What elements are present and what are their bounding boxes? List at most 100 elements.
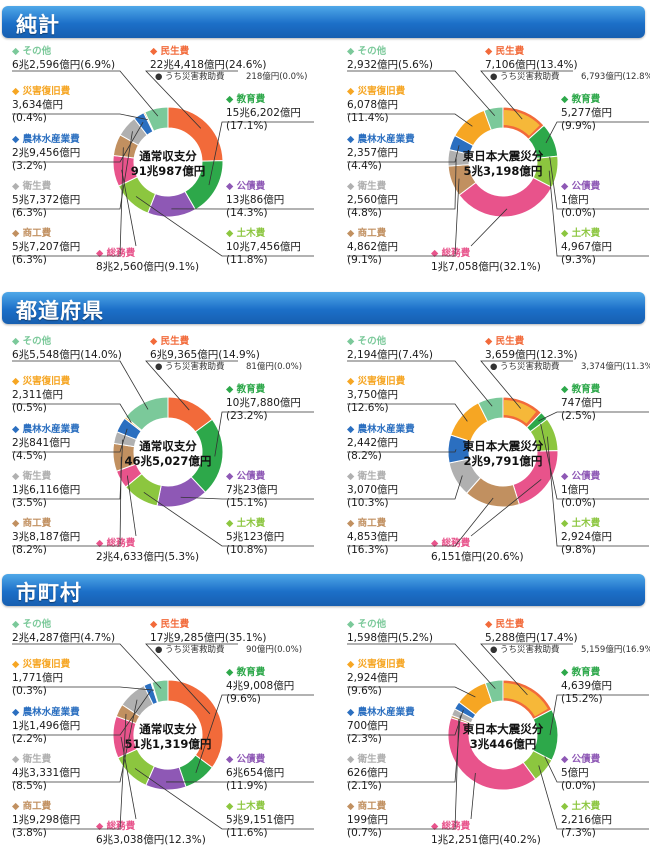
legend-sanitation: ◆ 衛生費 xyxy=(12,180,52,192)
legend-agriculture: ◆ 農林水産業費 xyxy=(12,706,80,718)
value-welfare: 5,288億円(17.4%) xyxy=(485,631,578,644)
leader-line-public-debt xyxy=(180,496,314,500)
legend-commerce: ◆ 商工費 xyxy=(12,800,52,812)
value-commerce: 1兆9,298億円 xyxy=(12,813,80,826)
value-disaster-relief: 218億円(0.0%) xyxy=(246,71,307,82)
percent-agriculture: (4.5%) xyxy=(12,450,47,462)
value-public-debt: 1億円 xyxy=(561,483,589,496)
value-civil-engineering: 5兆9,151億円 xyxy=(226,813,294,826)
legend-public-debt: ◆ 公債費 xyxy=(226,180,266,192)
segment-disaster-relief xyxy=(503,110,540,136)
value-agriculture: 2,442億円 xyxy=(347,436,398,449)
center-total: 3兆446億円 xyxy=(470,737,537,751)
leader-line-education xyxy=(545,121,649,144)
value-education: 4兆9,008億円 xyxy=(226,679,294,692)
legend-disaster-relief: うち災害救助費 xyxy=(165,644,225,655)
leader-line-public-debt xyxy=(540,423,649,500)
percent-commerce: (9.1%) xyxy=(347,254,382,266)
segment-other xyxy=(477,396,504,423)
percent-civil-engineering: (9.3%) xyxy=(561,254,596,266)
legend-civil-engineering: ◆ 土木費 xyxy=(561,800,601,812)
percent-disaster-recovery: (0.3%) xyxy=(12,685,47,697)
percent-civil-engineering: (11.6%) xyxy=(226,827,268,839)
leader-line-agriculture xyxy=(347,449,457,453)
value-sanitation: 3,070億円 xyxy=(347,483,398,496)
leader-line-civil-engineering xyxy=(538,765,649,830)
percent-agriculture: (4.4%) xyxy=(347,160,382,172)
leader-line-public-debt xyxy=(544,756,649,783)
legend-disaster-recovery: ◆ 災害復旧費 xyxy=(12,375,71,387)
percent-disaster-recovery: (12.6%) xyxy=(347,402,389,414)
segment-disaster-relief xyxy=(503,683,548,717)
value-commerce: 4,862億円 xyxy=(347,240,398,253)
legend-commerce: ◆ 商工費 xyxy=(347,517,387,529)
value-disaster-recovery: 6,078億円 xyxy=(347,98,398,111)
percent-agriculture: (2.2%) xyxy=(12,733,47,745)
percent-commerce: (0.7%) xyxy=(347,827,382,839)
legend-disaster-recovery: ◆ 災害復旧費 xyxy=(12,658,71,670)
center-total: 5兆3,198億円 xyxy=(464,164,543,178)
legend-commerce: ◆ 商工費 xyxy=(347,800,387,812)
percent-commerce: (8.2%) xyxy=(12,544,47,556)
leader-line-other xyxy=(347,70,496,116)
legend-disaster-relief-dot: ● xyxy=(155,362,162,372)
value-general-affairs: 1兆7,058億円(32.1%) xyxy=(431,260,541,273)
value-other: 2,194億円(7.4%) xyxy=(347,348,433,361)
legend-education: ◆ 教育費 xyxy=(561,93,601,105)
legend-sanitation: ◆ 衛生費 xyxy=(12,753,52,765)
legend-sanitation: ◆ 衛生費 xyxy=(12,470,52,482)
percent-agriculture: (2.3%) xyxy=(347,733,382,745)
percent-commerce: (3.8%) xyxy=(12,827,47,839)
value-sanitation: 5兆7,372億円 xyxy=(12,193,80,206)
percent-civil-engineering: (9.8%) xyxy=(561,544,596,556)
legend-welfare: ◆ 民生費 xyxy=(485,618,525,630)
percent-education: (2.5%) xyxy=(561,410,596,422)
legend-civil-engineering: ◆ 土木費 xyxy=(226,800,266,812)
section-header-municipalities: 市町村 xyxy=(2,574,645,606)
leader-line-sanitation xyxy=(12,439,124,500)
legend-general-affairs: ◆ 総務費 xyxy=(431,820,471,832)
legend-other: ◆ その他 xyxy=(347,335,387,347)
value-education: 4,639億円 xyxy=(561,679,612,692)
leader-line-disaster-recovery xyxy=(347,113,473,127)
legend-disaster-recovery: ◆ 災害復旧費 xyxy=(12,85,71,97)
percent-education: (15.2%) xyxy=(561,693,603,705)
value-welfare: 7,106億円(13.4%) xyxy=(485,58,578,71)
leader-line-sanitation xyxy=(347,475,463,500)
legend-agriculture: ◆ 農林水産業費 xyxy=(12,133,80,145)
leader-line-disaster-recovery xyxy=(12,403,132,423)
legend-public-debt: ◆ 公債費 xyxy=(226,753,266,765)
legend-agriculture: ◆ 農林水産業費 xyxy=(347,706,415,718)
section-title: 純計 xyxy=(16,13,60,37)
legend-disaster-relief-dot: ● xyxy=(490,72,497,82)
legend-welfare: ◆ 民生費 xyxy=(150,45,190,57)
legend-disaster-relief-dot: ● xyxy=(155,72,162,82)
leader-line-other xyxy=(347,643,496,689)
leader-line-civil-engineering xyxy=(548,170,649,257)
leader-line-agriculture xyxy=(347,709,464,736)
leader-line-disaster-recovery xyxy=(347,686,476,698)
value-commerce: 3兆8,187億円 xyxy=(12,530,80,543)
leader-line-welfare xyxy=(480,360,573,409)
leader-line-education xyxy=(214,411,314,457)
legend-welfare: ◆ 民生費 xyxy=(485,45,525,57)
legend-sanitation: ◆ 衛生費 xyxy=(347,753,387,765)
percent-sanitation: (8.5%) xyxy=(12,780,47,792)
value-disaster-relief: 5,159億円(16.9%) xyxy=(581,644,650,655)
legend-commerce: ◆ 商工費 xyxy=(12,517,52,529)
value-sanitation: 4兆3,331億円 xyxy=(12,766,80,779)
leader-line-sanitation xyxy=(347,158,457,210)
value-public-debt: 7兆23億円 xyxy=(226,483,278,496)
value-commerce: 199億円 xyxy=(347,813,388,826)
legend-disaster-relief-dot: ● xyxy=(155,645,162,655)
percent-public-debt: (0.0%) xyxy=(561,207,596,219)
leader-line-general-affairs xyxy=(120,736,137,820)
leader-line-other xyxy=(12,643,162,689)
leader-line-other xyxy=(12,360,149,410)
legend-commerce: ◆ 商工費 xyxy=(347,227,387,239)
legend-other: ◆ その他 xyxy=(12,335,52,347)
center-title: 通常収支分 xyxy=(139,439,197,453)
center-total: 2兆9,791億円 xyxy=(464,454,543,468)
legend-other: ◆ その他 xyxy=(347,45,387,57)
value-welfare: 17兆9,285億円(35.1%) xyxy=(150,631,266,644)
